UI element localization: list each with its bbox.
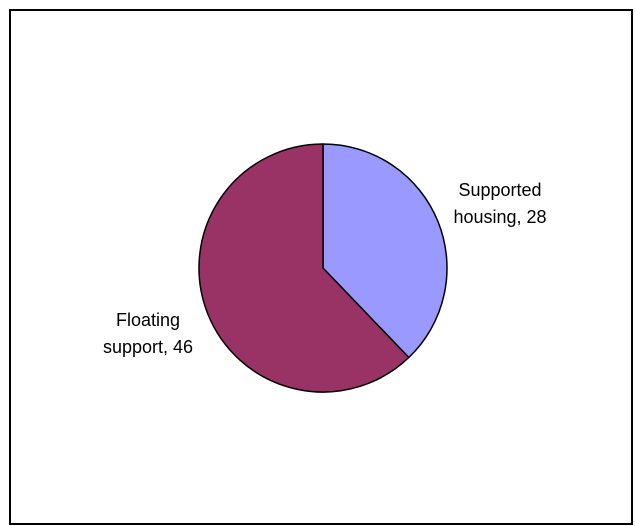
slice-label-floating-support-line1: Floating [116,310,180,330]
slice-label-supported-housing-line1: Supported [458,180,541,200]
slice-label-supported-housing-line2: housing, 28 [453,207,546,227]
pie-slice-supported-housing [322,143,448,359]
pie-slice-floating-support [198,143,410,393]
pie-slices [198,143,448,393]
slice-label-floating-support-line2: support, 46 [103,337,193,357]
